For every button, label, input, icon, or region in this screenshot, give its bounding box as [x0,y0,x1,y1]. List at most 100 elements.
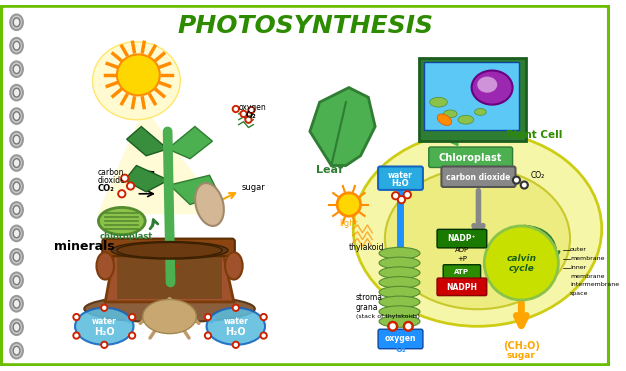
Circle shape [73,332,80,339]
Ellipse shape [443,110,457,118]
Text: oxygen: oxygen [385,335,416,344]
Text: dioxide: dioxide [98,176,125,185]
Ellipse shape [85,295,255,322]
Ellipse shape [13,135,20,144]
Circle shape [120,192,124,196]
Circle shape [262,334,265,337]
Ellipse shape [10,296,23,312]
FancyBboxPatch shape [441,167,515,187]
FancyBboxPatch shape [443,265,481,280]
Text: grana: grana [356,303,378,312]
Ellipse shape [10,273,23,288]
Circle shape [406,193,409,197]
Text: carbon dioxide: carbon dioxide [446,173,511,182]
FancyBboxPatch shape [378,167,423,190]
Text: stroma: stroma [356,293,382,302]
Ellipse shape [10,155,23,171]
FancyBboxPatch shape [437,229,487,248]
Circle shape [129,332,135,339]
Text: ATP: ATP [454,269,470,275]
Circle shape [131,334,133,337]
Circle shape [129,313,135,321]
Circle shape [121,174,128,182]
Ellipse shape [13,65,20,73]
Circle shape [73,313,80,321]
Circle shape [260,313,267,321]
Circle shape [390,324,395,329]
Circle shape [398,196,406,204]
Text: CO₂: CO₂ [98,184,115,193]
Text: H₂O: H₂O [94,327,115,337]
Ellipse shape [10,132,23,147]
Ellipse shape [13,346,20,355]
Text: Leaf: Leaf [316,165,343,175]
Text: chloroplast: chloroplast [100,232,153,241]
Text: water: water [388,171,413,180]
Text: cycle: cycle [508,264,534,273]
Ellipse shape [10,319,23,335]
Ellipse shape [98,207,145,235]
Text: calvin: calvin [506,254,536,263]
Ellipse shape [385,168,570,309]
Ellipse shape [10,202,23,218]
Ellipse shape [207,308,265,345]
Circle shape [392,192,399,200]
Circle shape [232,341,239,348]
Circle shape [262,316,265,319]
Polygon shape [117,250,222,299]
Circle shape [234,344,237,346]
Ellipse shape [379,247,420,259]
Circle shape [103,344,106,346]
FancyBboxPatch shape [437,278,487,296]
FancyBboxPatch shape [419,58,526,141]
Text: Plant Cell: Plant Cell [506,130,562,140]
Ellipse shape [10,179,23,194]
Circle shape [260,332,267,339]
Text: water: water [92,317,116,326]
Ellipse shape [93,42,180,120]
Circle shape [523,183,526,187]
Ellipse shape [379,316,420,327]
Text: sugar: sugar [507,351,536,360]
Text: carbon: carbon [98,168,124,177]
Circle shape [207,316,210,319]
Polygon shape [126,127,168,156]
Polygon shape [98,107,224,214]
Circle shape [232,106,239,112]
Circle shape [394,194,398,198]
Text: H₂O: H₂O [392,178,409,188]
Ellipse shape [10,343,23,358]
Text: oxygen: oxygen [239,103,267,112]
Ellipse shape [195,183,224,226]
FancyBboxPatch shape [102,239,235,256]
Text: membrane: membrane [570,256,605,261]
Circle shape [406,324,411,329]
Polygon shape [168,127,212,159]
Ellipse shape [13,206,20,214]
Text: +P: +P [457,256,467,262]
Ellipse shape [96,252,114,279]
Ellipse shape [10,61,23,77]
Ellipse shape [117,243,222,258]
Circle shape [245,116,252,123]
Text: thylakoid: thylakoid [349,243,384,252]
Ellipse shape [10,249,23,265]
Ellipse shape [13,229,20,238]
Text: NADP⁺: NADP⁺ [448,234,476,243]
Text: CO₂: CO₂ [531,171,545,180]
Circle shape [515,178,518,182]
FancyBboxPatch shape [1,6,609,365]
Ellipse shape [379,257,420,269]
Ellipse shape [379,277,420,288]
Circle shape [242,112,245,115]
Text: sugar: sugar [242,183,265,192]
Ellipse shape [379,286,420,298]
Text: ADP: ADP [455,247,469,253]
Text: O₂: O₂ [245,111,256,120]
FancyBboxPatch shape [378,329,423,349]
Circle shape [520,181,528,189]
Text: intermembrane: intermembrane [570,282,619,288]
Circle shape [118,190,126,198]
Ellipse shape [111,242,228,259]
Circle shape [123,176,126,180]
